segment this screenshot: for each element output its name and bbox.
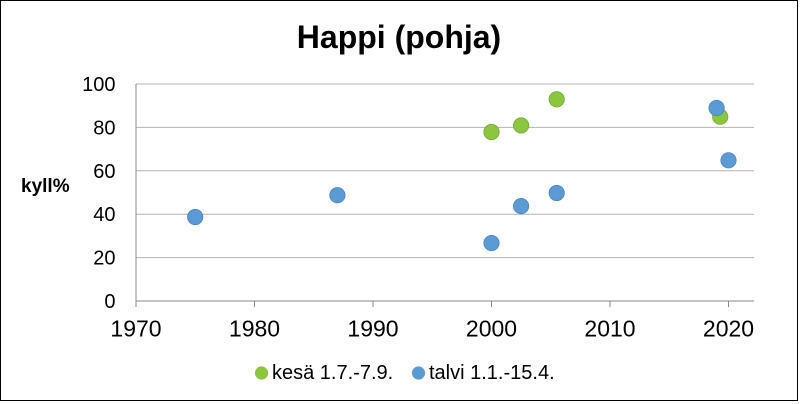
svg-text:20: 20: [93, 248, 115, 270]
svg-text:100: 100: [82, 74, 115, 96]
svg-text:2020: 2020: [703, 316, 754, 342]
svg-text:2010: 2010: [584, 316, 635, 342]
svg-text:80: 80: [93, 117, 115, 139]
svg-text:0: 0: [104, 291, 115, 313]
svg-text:kesä 1.7.-7.9.: kesä 1.7.-7.9.: [272, 362, 393, 384]
svg-text:2000: 2000: [466, 316, 517, 342]
svg-text:talvi 1.1.-15.4.: talvi 1.1.-15.4.: [429, 362, 555, 384]
svg-text:1970: 1970: [110, 316, 161, 342]
svg-text:1990: 1990: [347, 316, 398, 342]
svg-text:1980: 1980: [229, 316, 280, 342]
svg-text:60: 60: [93, 161, 115, 183]
svg-text:40: 40: [93, 204, 115, 226]
